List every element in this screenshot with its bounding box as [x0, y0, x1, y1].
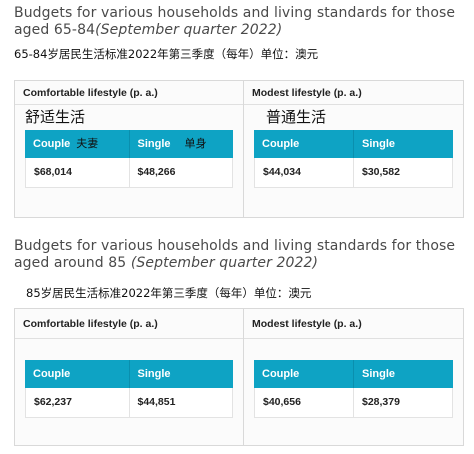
section-2-title-period: (September quarter 2022)	[130, 255, 319, 271]
section-1-title-main: Budgets for various households and livin…	[14, 5, 456, 38]
comfortable-heading: Comfortable lifestyle (p. a.)	[15, 81, 243, 105]
modest-chinese-note: 普通生活	[266, 108, 327, 126]
comfortable-card-65-84: Comfortable lifestyle (p. a.) 舒适生活 Coupl…	[15, 81, 243, 217]
modest-card-85: Modest lifestyle (p. a.) Couple Single $…	[243, 309, 463, 445]
section-2-title-main: Budgets for various households and livin…	[14, 238, 456, 271]
section-1-title: Budgets for various households and livin…	[14, 5, 472, 39]
section-2-panel: Comfortable lifestyle (p. a.) Couple Sin…	[14, 308, 464, 446]
table-header-row: Couple Single	[25, 360, 233, 388]
table-row: $62,237 $44,851	[25, 388, 233, 418]
modest-heading: Modest lifestyle (p. a.)	[244, 81, 463, 105]
table-row: $40,656 $28,379	[254, 388, 453, 418]
couple-header: Couple	[33, 368, 71, 380]
modest-table: Couple Single $40,656 $28,379	[254, 360, 453, 418]
couple-value: $68,014	[34, 166, 72, 178]
modest-card-65-84: Modest lifestyle (p. a.) 普通生活 Couple Sin…	[243, 81, 463, 217]
table-row: $68,014 $48,266	[25, 158, 233, 188]
single-value: $44,851	[128, 388, 233, 417]
section-2-title: Budgets for various households and livin…	[14, 238, 472, 272]
comfortable-chinese-note: 舒适生活	[25, 108, 86, 126]
comfortable-heading: Comfortable lifestyle (p. a.)	[15, 309, 243, 339]
single-header: Single	[353, 130, 453, 158]
comfortable-table: Couple 夫妻 Single 单身 $68,014 $48,266	[25, 130, 233, 188]
table-row: $44,034 $30,582	[254, 158, 453, 188]
couple-header: Couple	[262, 138, 300, 150]
table-header-row: Couple Single	[254, 360, 453, 388]
modest-heading: Modest lifestyle (p. a.)	[244, 309, 463, 339]
couple-value: $62,237	[34, 396, 72, 408]
single-chinese-note: 单身	[184, 137, 207, 150]
section-1-title-period: (September quarter 2022)	[95, 22, 283, 38]
couple-chinese-note: 夫妻	[76, 137, 99, 150]
section-2-chinese-note: 85岁居民生活标准2022年第三季度（每年）单位：澳元	[26, 286, 312, 300]
table-header-row: Couple Single	[254, 130, 453, 158]
section-1-panel: Comfortable lifestyle (p. a.) 舒适生活 Coupl…	[14, 80, 464, 218]
table-header-row: Couple 夫妻 Single 单身	[25, 130, 233, 158]
single-header: Single	[353, 360, 453, 388]
section-1-chinese-note: 65-84岁居民生活标准2022年第三季度（每年）单位：澳元	[14, 47, 319, 61]
comfortable-card-85: Comfortable lifestyle (p. a.) Couple Sin…	[15, 309, 243, 445]
single-value: $48,266	[128, 158, 233, 187]
single-header: Single	[128, 360, 234, 388]
couple-value: $40,656	[263, 396, 301, 408]
couple-header: Couple	[262, 368, 300, 380]
comfortable-table: Couple Single $62,237 $44,851	[25, 360, 233, 418]
single-header: Single 单身	[128, 130, 234, 158]
modest-table: Couple Single $44,034 $30,582	[254, 130, 453, 188]
single-value: $30,582	[353, 158, 452, 187]
couple-header: Couple 夫妻	[33, 137, 99, 150]
single-value: $28,379	[353, 388, 452, 417]
couple-value: $44,034	[263, 166, 301, 178]
